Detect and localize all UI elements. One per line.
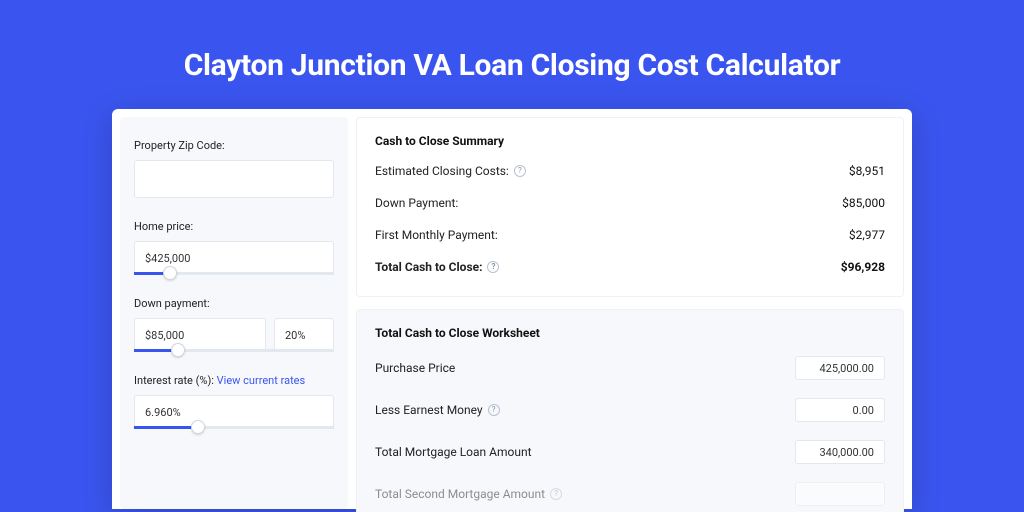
- field-interest-rate: Interest rate (%): View current rates 6.…: [134, 374, 334, 429]
- worksheet-value-input[interactable]: [795, 482, 885, 506]
- worksheet-row: Purchase Price 425,000.00: [375, 356, 885, 380]
- field-down-payment: Down payment: $85,000 20%: [134, 297, 334, 352]
- slider-fill: [134, 426, 198, 429]
- summary-row: First Monthly Payment: $2,977: [375, 228, 885, 242]
- worksheet-title: Total Cash to Close Worksheet: [375, 326, 885, 340]
- zip-label: Property Zip Code:: [134, 139, 334, 152]
- worksheet-row: Total Second Mortgage Amount ?: [375, 482, 885, 506]
- help-icon[interactable]: ?: [487, 261, 499, 273]
- field-home-price: Home price: $425,000: [134, 220, 334, 275]
- worksheet-row-label: Total Mortgage Loan Amount: [375, 445, 532, 459]
- summary-row-total: Total Cash to Close: ? $96,928: [375, 260, 885, 274]
- summary-row-label: Total Cash to Close:: [375, 260, 482, 274]
- worksheet-row-label: Purchase Price: [375, 361, 455, 375]
- slider-thumb[interactable]: [171, 343, 185, 357]
- worksheet-row-label: Less Earnest Money: [375, 403, 483, 417]
- down-payment-input[interactable]: $85,000: [134, 318, 266, 352]
- view-rates-link[interactable]: View current rates: [217, 374, 306, 387]
- summary-row-value: $2,977: [849, 228, 885, 242]
- worksheet-row: Total Mortgage Loan Amount 340,000.00: [375, 440, 885, 464]
- worksheet-value-input[interactable]: 0.00: [795, 398, 885, 422]
- summary-row-value: $8,951: [849, 164, 885, 178]
- summary-row-label: Down Payment:: [375, 196, 458, 210]
- summary-row-value: $85,000: [842, 196, 885, 210]
- help-icon[interactable]: ?: [514, 165, 526, 177]
- calculator-panel: Property Zip Code: Home price: $425,000 …: [112, 109, 912, 509]
- help-icon[interactable]: ?: [550, 488, 562, 500]
- page-title: Clayton Junction VA Loan Closing Cost Ca…: [0, 0, 1024, 109]
- results-column: Cash to Close Summary Estimated Closing …: [356, 117, 904, 509]
- worksheet-card: Total Cash to Close Worksheet Purchase P…: [356, 309, 904, 512]
- input-sidebar: Property Zip Code: Home price: $425,000 …: [120, 117, 348, 509]
- zip-input[interactable]: [134, 160, 334, 198]
- worksheet-row-label: Total Second Mortgage Amount: [375, 487, 545, 501]
- field-zip: Property Zip Code:: [134, 139, 334, 198]
- home-price-label: Home price:: [134, 220, 334, 233]
- worksheet-value-input[interactable]: 425,000.00: [795, 356, 885, 380]
- summary-card: Cash to Close Summary Estimated Closing …: [356, 117, 904, 297]
- interest-input[interactable]: 6.960%: [134, 395, 334, 429]
- slider-thumb[interactable]: [163, 266, 177, 280]
- down-payment-pct-input[interactable]: 20%: [274, 318, 334, 352]
- help-icon[interactable]: ?: [488, 404, 500, 416]
- summary-row-label: Estimated Closing Costs:: [375, 164, 509, 178]
- summary-row-label: First Monthly Payment:: [375, 228, 498, 242]
- summary-row: Estimated Closing Costs: ? $8,951: [375, 164, 885, 178]
- down-payment-label: Down payment:: [134, 297, 334, 310]
- interest-label: Interest rate (%): View current rates: [134, 374, 334, 387]
- summary-row: Down Payment: $85,000: [375, 196, 885, 210]
- summary-title: Cash to Close Summary: [375, 134, 885, 148]
- slider-thumb[interactable]: [191, 420, 205, 434]
- worksheet-row: Less Earnest Money ? 0.00: [375, 398, 885, 422]
- summary-row-value: $96,928: [841, 260, 885, 274]
- interest-label-text: Interest rate (%):: [134, 374, 217, 387]
- worksheet-value-input[interactable]: 340,000.00: [795, 440, 885, 464]
